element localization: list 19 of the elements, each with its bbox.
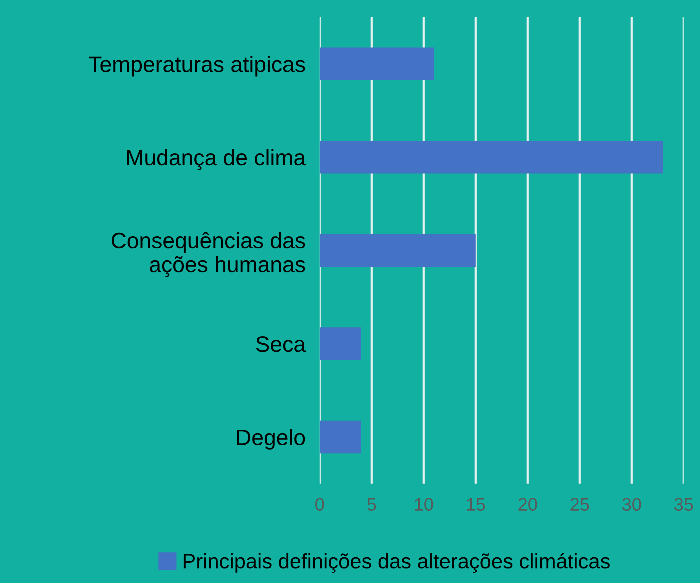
y-tick-label: Consequências das ações humanas bbox=[112, 232, 306, 278]
bar bbox=[320, 141, 664, 174]
y-tick-label: Temperaturas atipicas bbox=[89, 56, 306, 77]
y-tick-label: Seca bbox=[256, 336, 306, 352]
x-tick-label: 5 bbox=[368, 498, 376, 512]
x-tick-label: 0 bbox=[316, 498, 324, 512]
legend-label: Principais definições das alterações climáticas bbox=[184, 553, 610, 573]
x-tick-label: 35 bbox=[674, 498, 694, 512]
bar bbox=[320, 48, 434, 80]
x-tick-label: 20 bbox=[518, 498, 538, 512]
x-tick-label: 30 bbox=[622, 498, 642, 512]
bar bbox=[320, 328, 362, 360]
x-tick-label: 10 bbox=[415, 498, 434, 512]
x-tick-label: 25 bbox=[570, 498, 590, 512]
bar bbox=[320, 234, 476, 268]
x-tick-label: 15 bbox=[467, 498, 486, 512]
y-tick-label: Degelo bbox=[237, 429, 306, 450]
bar bbox=[320, 420, 362, 454]
y-tick-label: Mudança de clima bbox=[128, 149, 306, 170]
